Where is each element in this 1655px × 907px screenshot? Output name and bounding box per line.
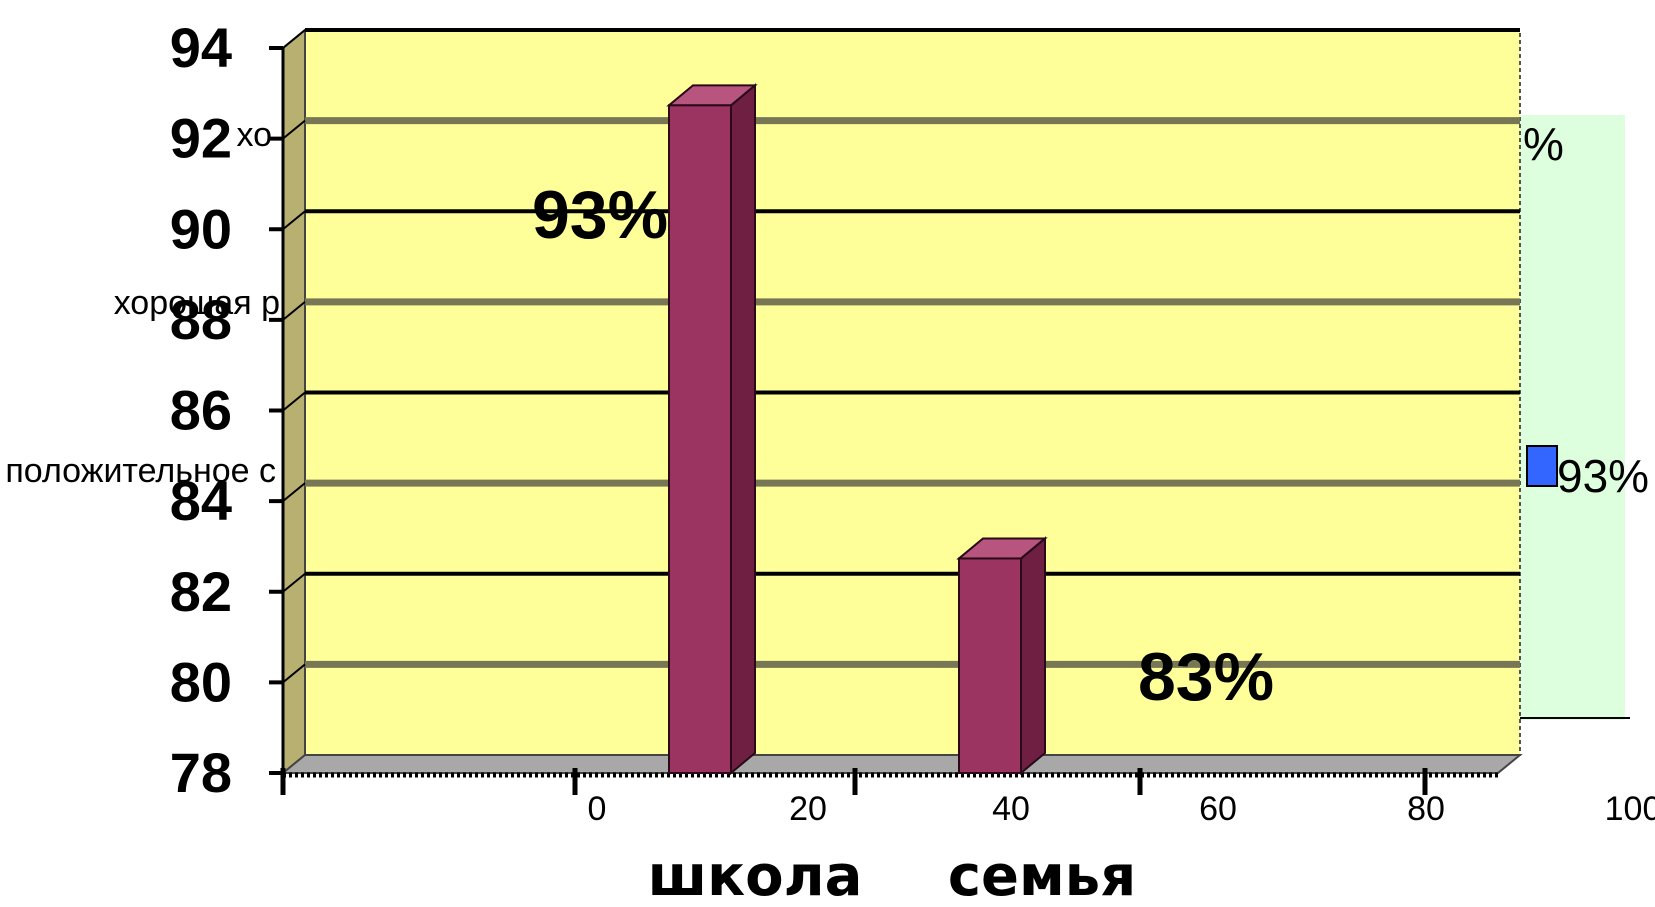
- data-label: 93%: [532, 177, 668, 253]
- y-tick-label: 84: [170, 469, 232, 532]
- y-axis-ticks: 78 80 82 84 86 88 90 92 94: [170, 16, 283, 804]
- gridline-wall-segment: [282, 119, 306, 140]
- category-label: школа: [648, 844, 863, 907]
- plot-floor: [280, 754, 1523, 774]
- y-tick-label: 86: [170, 379, 232, 442]
- bar-side: [1020, 536, 1046, 776]
- background-x-tick-label: 0: [588, 790, 607, 828]
- gridlines: [282, 28, 1520, 684]
- y-tick-label: 82: [170, 560, 232, 623]
- gridline-wall-segment: [282, 301, 306, 321]
- data-label: 83%: [1138, 639, 1274, 715]
- background-category-label: положительное с: [5, 452, 276, 490]
- background-category-label: хорошая р: [114, 284, 280, 322]
- background-value-label: 93%: [1557, 450, 1649, 502]
- x-axis-ticks: [280, 768, 1428, 795]
- y-tick-label: 88: [170, 288, 232, 351]
- y-tick-label: 92: [170, 107, 232, 170]
- background-category-label: хо: [236, 116, 272, 154]
- bars: [666, 83, 1048, 776]
- y-tick-label: 90: [170, 197, 232, 260]
- gridline-wall-segment: [282, 663, 306, 684]
- y-tick-label: 80: [170, 650, 232, 713]
- background-bar-marker: [1526, 445, 1558, 487]
- background-x-tick-label: 80: [1407, 790, 1445, 828]
- background-x-tick-label: 20: [789, 790, 827, 828]
- gridline-wall-segment: [282, 572, 306, 593]
- category-label: семья: [948, 844, 1136, 907]
- bar: [668, 104, 732, 774]
- background-value-label: %: [1523, 118, 1564, 170]
- y-tick-label: 94: [170, 16, 232, 79]
- data-labels: 93% 83%: [532, 177, 1274, 715]
- gridline-wall-segment: [282, 29, 306, 49]
- bar-side: [730, 83, 756, 776]
- gridline-wall-segment: [282, 482, 306, 502]
- background-x-tick-label: 40: [992, 790, 1030, 828]
- y-tick-label: 78: [170, 741, 232, 804]
- category-labels: школа семья: [648, 844, 1137, 907]
- gridline-wall-segment: [282, 210, 306, 231]
- background-x-tick-label: 60: [1199, 790, 1237, 828]
- bar: [958, 557, 1022, 774]
- gridline-wall-segment: [282, 391, 306, 412]
- background-x-tick-label: 100: [1605, 790, 1655, 828]
